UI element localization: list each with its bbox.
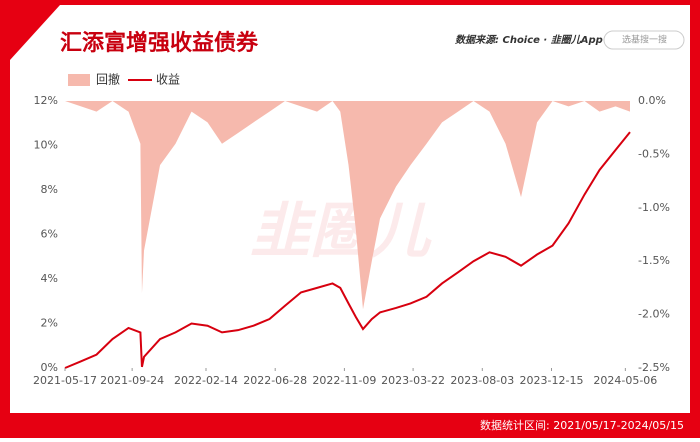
legend-label: 收益 (156, 73, 180, 87)
y2-tick-label: -0.5% (638, 147, 670, 160)
y2-tick-label: 0.0% (638, 94, 666, 107)
x-tick-label: 2022-06-28 (243, 374, 307, 387)
y-tick-label: 0% (41, 361, 58, 374)
drawdown-area (65, 101, 630, 310)
y2-tick-label: -2.0% (638, 308, 670, 321)
legend-label: 回撤 (96, 72, 120, 87)
x-tick-label: 2024-05-06 (593, 374, 657, 387)
legend-swatch (68, 74, 90, 86)
x-tick-label: 2023-12-15 (520, 374, 584, 387)
search-placeholder: 选基搜一搜 (622, 34, 667, 46)
x-tick-label: 2022-11-09 (312, 374, 376, 387)
y2-tick-label: -1.5% (638, 254, 670, 267)
y-tick-label: 10% (34, 139, 58, 152)
search-box[interactable] (603, 30, 685, 50)
y2-tick-label: -1.0% (638, 201, 670, 214)
x-tick-label: 2022-02-14 (174, 374, 238, 387)
y-tick-label: 2% (41, 317, 58, 330)
watermark: 韭圈儿 (250, 197, 432, 267)
x-tick-label: 2021-05-17 (33, 374, 97, 387)
y-tick-label: 6% (41, 228, 58, 241)
source: 数据来源: Choice · 韭圈儿App (455, 34, 603, 46)
y-tick-label: 12% (34, 94, 58, 107)
y-tick-label: 4% (41, 272, 58, 285)
x-tick-label: 2023-08-03 (450, 374, 514, 387)
y2-tick-label: -2.5% (638, 361, 670, 374)
x-tick-label: 2023-03-22 (381, 374, 445, 387)
x-tick-label: 2021-09-24 (100, 374, 164, 387)
period: 数据统计区间: 2021/05/17-2024/05/15 (480, 418, 684, 432)
chart-title: 汇添富增强收益债券 (60, 30, 259, 56)
y-tick-label: 8% (41, 183, 58, 196)
return-line (64, 131, 631, 369)
corner-deco (10, 5, 60, 60)
